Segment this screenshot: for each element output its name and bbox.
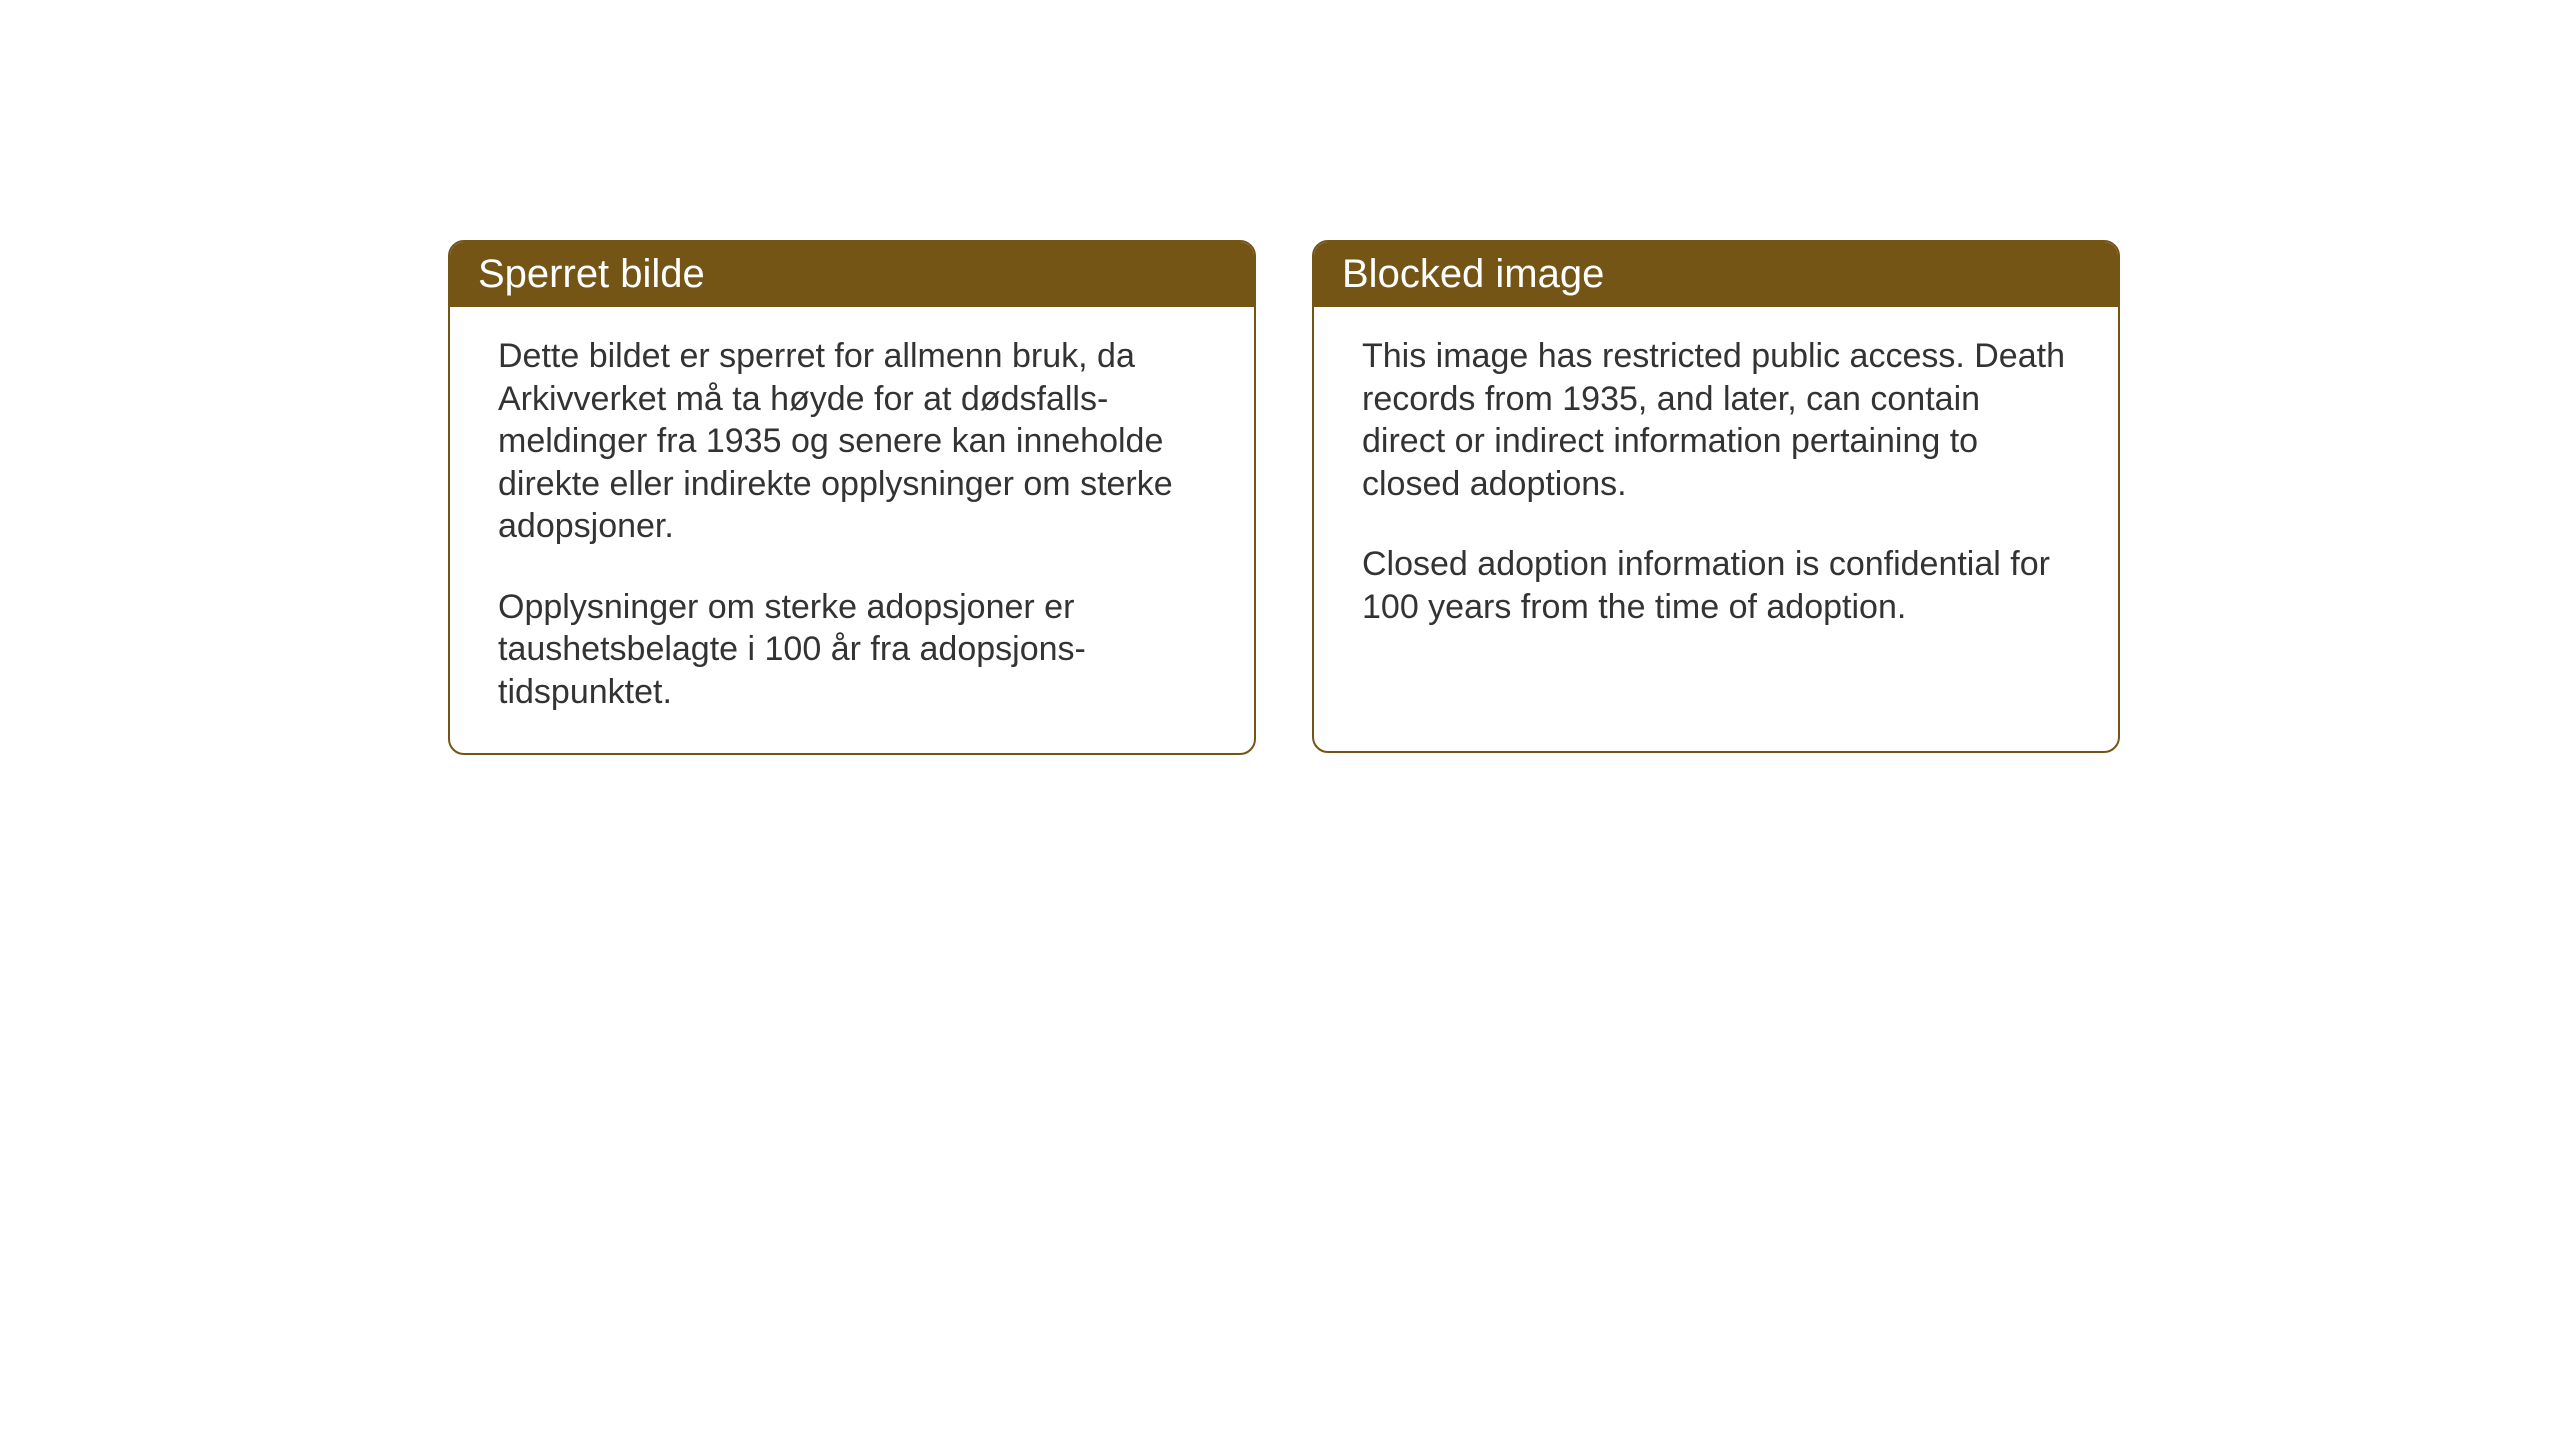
card-norwegian-title: Sperret bilde (478, 252, 705, 296)
card-norwegian-paragraph-2: Opplysninger om sterke adopsjoner er tau… (498, 586, 1206, 714)
card-norwegian-body: Dette bildet er sperret for allmenn bruk… (450, 307, 1254, 753)
card-english-header: Blocked image (1314, 242, 2118, 307)
card-container: Sperret bilde Dette bildet er sperret fo… (448, 240, 2120, 755)
card-norwegian-paragraph-1: Dette bildet er sperret for allmenn bruk… (498, 335, 1206, 548)
card-english-paragraph-1: This image has restricted public access.… (1362, 335, 2070, 505)
card-english-title: Blocked image (1342, 252, 1604, 296)
card-norwegian-header: Sperret bilde (450, 242, 1254, 307)
card-english: Blocked image This image has restricted … (1312, 240, 2120, 753)
card-norwegian: Sperret bilde Dette bildet er sperret fo… (448, 240, 1256, 755)
card-english-body: This image has restricted public access.… (1314, 307, 2118, 668)
card-english-paragraph-2: Closed adoption information is confident… (1362, 543, 2070, 628)
